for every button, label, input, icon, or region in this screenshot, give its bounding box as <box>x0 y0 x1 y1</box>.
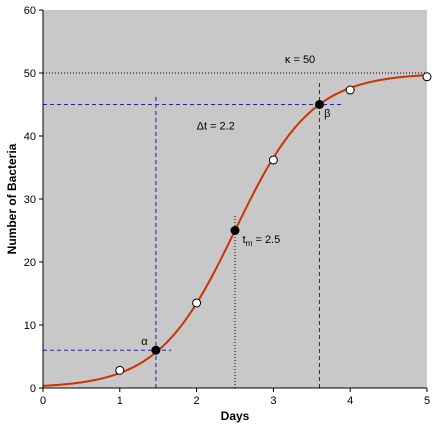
open-data-point <box>345 85 355 95</box>
x-tick-label: 0 <box>40 395 46 407</box>
delta-t-label: Δt = 2.2 <box>197 121 235 133</box>
y-tick-label: 50 <box>24 68 36 80</box>
y-axis-title: Number of Bacteria <box>5 143 19 254</box>
x-tick-label: 1 <box>117 395 123 407</box>
tm-label-main: t <box>243 234 246 246</box>
data-points <box>115 72 432 375</box>
x-axis-title: Days <box>221 409 250 423</box>
y-tick-label: 20 <box>24 257 36 269</box>
open-data-point <box>268 155 278 165</box>
y-tick-label: 0 <box>30 383 36 395</box>
x-tick-label: 5 <box>424 395 430 407</box>
y-tick-label: 30 <box>24 194 36 206</box>
plot-background <box>43 10 427 388</box>
tm-label-subscript: m <box>246 239 253 248</box>
tm-label-value: = 2.5 <box>252 234 280 246</box>
x-tick-label: 2 <box>194 395 200 407</box>
beta-label: β <box>324 108 330 120</box>
axes <box>39 9 428 392</box>
x-tick-label: 4 <box>347 395 353 407</box>
open-data-point <box>422 72 432 82</box>
filled-point-alpha <box>151 345 161 355</box>
open-data-point <box>115 365 125 375</box>
filled-point-tm <box>230 226 240 235</box>
filled-point-beta <box>314 100 324 109</box>
alpha-label: α <box>141 336 148 348</box>
open-data-point <box>192 298 202 308</box>
guide-lines <box>43 82 343 388</box>
x-tick-label: 3 <box>270 395 276 407</box>
y-tick-label: 60 <box>24 5 36 17</box>
kappa-label: κ = 50 <box>285 54 315 66</box>
y-tick-label: 10 <box>24 320 36 332</box>
tm-label: tm = 2.5 <box>243 234 281 248</box>
y-tick-label: 40 <box>24 131 36 143</box>
